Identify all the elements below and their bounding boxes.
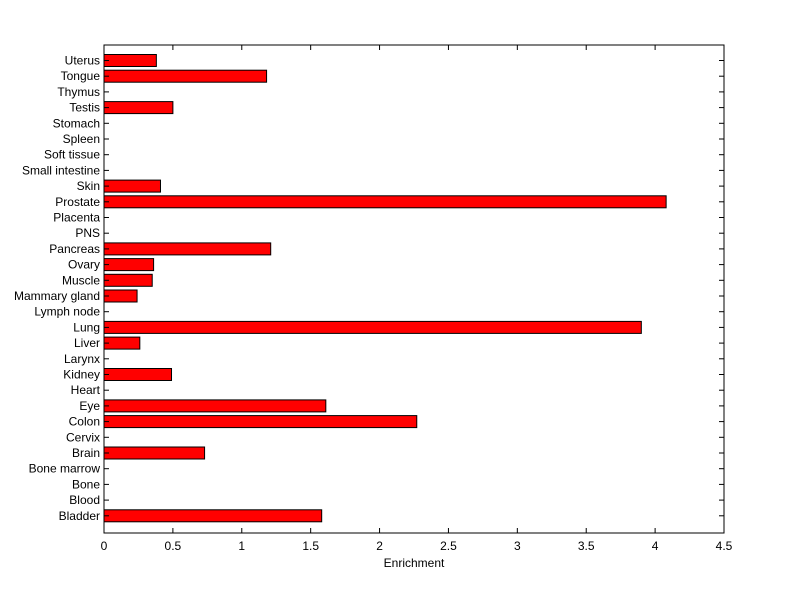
plot-area (104, 45, 724, 533)
y-tick-label: Cervix (66, 430, 100, 444)
y-tick-label: Eye (79, 399, 100, 413)
y-tick-label: Stomach (53, 116, 100, 130)
ticks-layer (103, 45, 725, 533)
bar-uterus (103, 54, 157, 67)
y-tick-label: Soft tissue (44, 148, 100, 162)
x-tick-label: 3.5 (578, 539, 595, 553)
y-tick-label: Liver (74, 336, 100, 350)
x-axis-title: Enrichment (384, 556, 445, 570)
y-tick-label: Kidney (63, 368, 100, 382)
bar-liver (103, 336, 141, 350)
y-tick-label: Tongue (61, 69, 101, 83)
y-tick-label: Skin (77, 179, 100, 193)
x-tick-labels: 0 0.5 1 1.5 2 2.5 3 3.5 4 4.5 (101, 539, 733, 553)
y-tick-label: Colon (69, 415, 100, 429)
bar-bladder (103, 509, 323, 523)
y-tick-label: Mammary gland (14, 289, 100, 303)
y-tick-label: Bone marrow (29, 462, 101, 476)
x-tick-label: 3 (514, 539, 521, 553)
y-tick-label: Testis (69, 101, 100, 115)
bar-muscle (103, 273, 153, 287)
y-tick-label: Bone (72, 477, 100, 491)
y-tick-label: Larynx (64, 352, 100, 366)
x-tick-label: 4 (652, 539, 659, 553)
bar-kidney (103, 368, 173, 381)
y-tick-label: Blood (69, 493, 100, 507)
y-tick-label: PNS (75, 226, 100, 240)
y-tick-label: Lymph node (34, 305, 100, 319)
y-tick-label: Prostate (55, 195, 100, 209)
y-tick-label: Small intestine (22, 163, 100, 177)
y-tick-label: Uterus (65, 54, 100, 68)
y-tick-label: Heart (71, 383, 101, 397)
x-tick-label: 2.5 (440, 539, 457, 553)
x-tick-label: 1 (238, 539, 245, 553)
x-tick-label: 1.5 (302, 539, 319, 553)
y-tick-label: Placenta (53, 211, 100, 225)
y-tick-label: Spleen (63, 132, 100, 146)
bar-tongue (103, 69, 268, 83)
y-tick-label: Pancreas (49, 242, 100, 256)
x-tick-label: 2 (376, 539, 383, 553)
y-tick-label: Bladder (59, 509, 100, 523)
bar-skin (103, 179, 161, 193)
bar-eye (103, 399, 327, 413)
bar-colon (103, 415, 418, 429)
bar-lung (103, 320, 642, 334)
x-tick-label: 4.5 (716, 539, 733, 553)
bar-ovary (103, 258, 155, 272)
plot-frame (103, 44, 725, 534)
y-tick-label: Lung (73, 320, 100, 334)
y-tick-label: Ovary (68, 258, 100, 272)
bar-prostate (103, 195, 667, 209)
bar-pancreas (103, 242, 272, 256)
bar-brain (103, 446, 206, 460)
bar-testis (103, 101, 174, 115)
y-tick-label: Brain (72, 446, 100, 460)
y-tick-label: Muscle (62, 273, 100, 287)
x-tick-label: 0.5 (165, 539, 182, 553)
y-tick-label: Thymus (57, 85, 100, 99)
x-tick-label: 0 (101, 539, 108, 553)
